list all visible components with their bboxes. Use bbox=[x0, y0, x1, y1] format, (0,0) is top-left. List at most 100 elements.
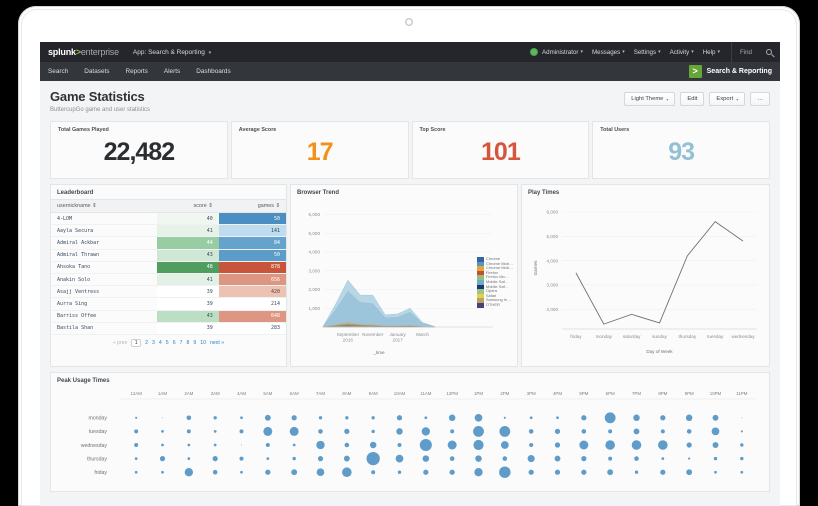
find-input[interactable]: Find bbox=[739, 48, 752, 56]
nav-item-datasets[interactable]: Datasets bbox=[84, 68, 110, 75]
legend-label[interactable]: Mobile Saf… bbox=[485, 283, 509, 289]
bubble-marker[interactable] bbox=[711, 427, 720, 436]
bubble-marker[interactable] bbox=[741, 417, 743, 419]
bubble-marker[interactable] bbox=[186, 429, 191, 434]
pagination-page-3[interactable]: 3 bbox=[152, 339, 155, 346]
export-button[interactable]: Export ▾ bbox=[709, 92, 746, 106]
menu-settings[interactable]: Settings ▾ bbox=[634, 49, 661, 56]
bubble-marker[interactable] bbox=[633, 428, 640, 435]
legend-label[interactable]: Mobile Saf… bbox=[485, 278, 509, 284]
bubble-marker[interactable] bbox=[371, 416, 375, 420]
bubble-marker[interactable] bbox=[419, 438, 432, 452]
table-row[interactable]: Anakin Solo 41 656 bbox=[51, 273, 286, 287]
bubble-marker[interactable] bbox=[528, 469, 534, 475]
legend-label[interactable]: Chrome Mob… bbox=[485, 265, 513, 271]
bubble-marker[interactable] bbox=[134, 443, 139, 447]
bubble-marker[interactable] bbox=[473, 439, 484, 451]
bubble-marker[interactable] bbox=[740, 430, 743, 433]
theme-button[interactable]: Light Theme ▾ bbox=[624, 92, 676, 106]
bubble-marker[interactable] bbox=[527, 455, 535, 463]
bubble-marker[interactable] bbox=[135, 416, 138, 419]
table-row[interactable]: Admiral Ackbar 44 84 bbox=[51, 236, 286, 250]
nav-item-dashboards[interactable]: Dashboards bbox=[196, 68, 231, 75]
bubble-marker[interactable] bbox=[712, 442, 719, 448]
bubble-marker[interactable] bbox=[317, 455, 324, 462]
bubble-marker[interactable] bbox=[449, 456, 455, 461]
bubble-marker[interactable] bbox=[447, 440, 457, 450]
bubble-marker[interactable] bbox=[581, 429, 587, 434]
bubble-marker[interactable] bbox=[581, 415, 587, 421]
bubble-marker[interactable] bbox=[344, 428, 350, 435]
table-row[interactable]: Aayla Secura 41 141 bbox=[51, 224, 286, 238]
bubble-marker[interactable] bbox=[162, 417, 163, 419]
bubble-marker[interactable] bbox=[528, 429, 534, 434]
bubble-marker[interactable] bbox=[631, 440, 642, 450]
bubble-marker[interactable] bbox=[529, 416, 533, 420]
bubble-marker[interactable] bbox=[554, 469, 561, 475]
bubble-marker[interactable] bbox=[397, 443, 402, 447]
bubble-marker[interactable] bbox=[263, 426, 273, 436]
legend-label[interactable]: Firefox bbox=[485, 269, 499, 275]
bubble-marker[interactable] bbox=[343, 455, 350, 462]
bubble-marker[interactable] bbox=[688, 457, 691, 460]
bubble-marker[interactable] bbox=[473, 425, 484, 437]
bubble-marker[interactable] bbox=[212, 469, 218, 475]
pagination-page-1[interactable]: 1 bbox=[131, 338, 142, 347]
pagination-page-8[interactable]: 8 bbox=[186, 339, 190, 346]
bubble-marker[interactable] bbox=[450, 429, 455, 434]
table-row[interactable]: Asajj Ventress 39 420 bbox=[51, 285, 286, 299]
bubble-marker[interactable] bbox=[474, 413, 483, 422]
bubble-marker[interactable] bbox=[421, 427, 431, 436]
bubble-marker[interactable] bbox=[660, 429, 665, 434]
table-row[interactable]: Bastila Shan 39 283 bbox=[51, 322, 286, 335]
bubble-marker[interactable] bbox=[292, 456, 296, 461]
bubble-marker[interactable] bbox=[556, 416, 559, 420]
bubble-marker[interactable] bbox=[266, 457, 270, 460]
bubble-marker[interactable] bbox=[661, 457, 665, 460]
bubble-marker[interactable] bbox=[499, 425, 511, 437]
bubble-marker[interactable] bbox=[318, 416, 323, 420]
menu-messages[interactable]: Messages ▾ bbox=[592, 49, 625, 56]
bubble-marker[interactable] bbox=[369, 441, 377, 449]
pagination-page-2[interactable]: 2 bbox=[145, 339, 149, 346]
bubble-marker[interactable] bbox=[240, 470, 243, 474]
bubble-marker[interactable] bbox=[344, 442, 350, 448]
bubble-marker[interactable] bbox=[502, 456, 508, 461]
find-box[interactable]: Find bbox=[730, 42, 772, 62]
bubble-marker[interactable] bbox=[239, 456, 244, 461]
column-header-games[interactable]: games ⇕ bbox=[218, 199, 286, 213]
bubble-marker[interactable] bbox=[289, 426, 299, 436]
pagination-page-5[interactable]: 5 bbox=[165, 339, 169, 346]
bubble-marker[interactable] bbox=[345, 416, 349, 420]
legend-label[interactable]: Samsung In… bbox=[485, 297, 512, 303]
legend-label[interactable]: OTHER bbox=[485, 301, 500, 307]
bubble-marker[interactable] bbox=[499, 466, 511, 478]
bubble-marker[interactable] bbox=[529, 443, 534, 447]
bubble-marker[interactable] bbox=[134, 470, 138, 474]
pagination-page-6[interactable]: 6 bbox=[172, 339, 176, 346]
legend-label[interactable]: Safari bbox=[485, 292, 497, 298]
bubble-marker[interactable] bbox=[187, 457, 191, 460]
bubble-marker[interactable] bbox=[713, 456, 718, 461]
bubble-marker[interactable] bbox=[607, 469, 614, 476]
bubble-marker[interactable] bbox=[423, 469, 429, 475]
bubble-marker[interactable] bbox=[264, 414, 271, 421]
bubble-marker[interactable] bbox=[292, 443, 296, 447]
bubble-marker[interactable] bbox=[161, 443, 164, 447]
bubble-marker[interactable] bbox=[395, 454, 404, 463]
table-row[interactable]: Admiral Thrawn 43 50 bbox=[51, 249, 286, 262]
search-icon[interactable] bbox=[766, 49, 772, 55]
bubble-marker[interactable] bbox=[740, 456, 744, 461]
bubble-marker[interactable] bbox=[212, 455, 218, 462]
menu-administrator[interactable]: Administrator ▾ bbox=[530, 48, 583, 56]
bubble-marker[interactable] bbox=[213, 416, 217, 420]
bubble-marker[interactable] bbox=[608, 456, 613, 461]
bubble-marker[interactable] bbox=[503, 416, 506, 419]
bubble-marker[interactable] bbox=[608, 429, 613, 434]
bubble-marker[interactable] bbox=[316, 440, 325, 450]
bubble-marker[interactable] bbox=[634, 470, 639, 474]
nav-app-badge[interactable]: > Search & Reporting bbox=[688, 65, 772, 78]
bubble-marker[interactable] bbox=[161, 430, 164, 433]
bubble-marker[interactable] bbox=[714, 470, 717, 474]
bubble-marker[interactable] bbox=[660, 469, 666, 475]
